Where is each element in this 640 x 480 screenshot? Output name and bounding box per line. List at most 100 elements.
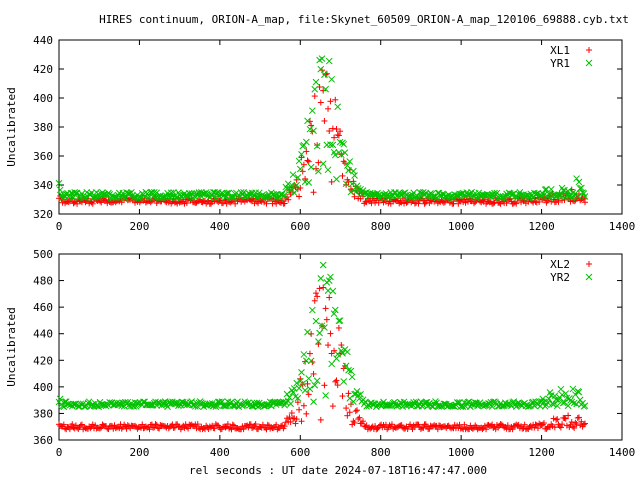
data-point-xl1: [331, 134, 338, 141]
data-point-xl2: [323, 316, 330, 323]
data-point-xl1: [471, 200, 478, 207]
data-point-yr1: [288, 181, 296, 189]
data-point-yr2: [117, 400, 124, 408]
data-point-yr1: [352, 188, 360, 196]
data-point-xl2: [351, 419, 358, 426]
data-point-xl2: [559, 421, 566, 428]
data-point-xl1: [273, 200, 280, 207]
data-point-yr2: [340, 378, 348, 385]
y-tick-label: 400: [33, 92, 53, 105]
data-point-xl2: [322, 305, 329, 312]
data-point-yr1: [124, 190, 132, 197]
data-point-xl1: [296, 193, 303, 200]
data-point-xl2: [353, 407, 360, 414]
data-point-xl2: [332, 378, 339, 385]
data-point-xl2: [66, 426, 73, 433]
data-point-xl2: [317, 416, 324, 423]
data-point-xl2: [504, 422, 511, 429]
data-point-xl2: [97, 425, 104, 432]
y-tick-label: 440: [33, 34, 53, 47]
data-point-xl1: [293, 176, 300, 183]
data-point-yr1: [329, 141, 337, 149]
data-point-xl1: [333, 126, 340, 133]
data-point-xl1: [263, 200, 270, 207]
data-point-xl2: [263, 426, 270, 433]
data-point-yr2: [218, 398, 226, 405]
data-point-xl2: [314, 293, 321, 300]
data-point-yr1: [300, 141, 308, 149]
data-point-yr1: [302, 138, 310, 146]
data-point-xl2: [69, 421, 76, 428]
data-point-yr1: [321, 71, 328, 79]
x-tick-label: 800: [371, 446, 391, 459]
data-point-yr1: [307, 163, 315, 171]
data-point-yr2: [347, 367, 355, 375]
data-point-xl1: [88, 199, 95, 206]
data-point-yr1: [310, 127, 317, 135]
data-point-xl1: [220, 200, 227, 207]
bottom-y-axis-label: Uncalibrated: [5, 307, 18, 386]
data-point-yr1: [348, 180, 356, 188]
data-point-xl2: [298, 418, 305, 425]
data-point-xl2: [171, 424, 178, 431]
data-point-yr1: [305, 179, 313, 186]
data-point-yr2: [558, 391, 566, 399]
data-point-xl2: [229, 421, 236, 428]
data-point-xl2: [575, 414, 582, 421]
data-point-yr1: [334, 103, 342, 111]
data-point-yr2: [345, 366, 352, 374]
data-point-yr2: [70, 400, 77, 408]
x-tick-label: 0: [56, 446, 63, 459]
data-point-xl1: [332, 96, 339, 103]
y-tick-label: 360: [33, 434, 53, 447]
data-point-yr1: [429, 193, 437, 200]
x-tick-label: 400: [210, 446, 230, 459]
data-point-yr2: [311, 381, 319, 389]
data-point-yr1: [296, 165, 304, 173]
data-point-xl2: [300, 402, 307, 409]
data-point-yr2: [317, 274, 325, 282]
data-point-yr2: [307, 357, 315, 365]
data-point-xl2: [327, 330, 334, 337]
data-point-yr2: [301, 387, 309, 394]
data-point-yr2: [283, 390, 291, 398]
data-point-yr1: [322, 85, 329, 93]
x-tick-label: 200: [129, 446, 149, 459]
legend-marker-yr1: [585, 59, 593, 67]
data-point-yr2: [576, 396, 584, 404]
data-point-yr1: [306, 125, 314, 133]
x-tick-label: 0: [56, 220, 63, 233]
data-point-xl2: [572, 419, 579, 426]
data-point-yr1: [581, 193, 589, 200]
data-point-yr1: [574, 192, 582, 200]
data-point-yr1: [311, 85, 319, 93]
data-point-xl1: [89, 200, 96, 207]
data-point-yr1: [304, 117, 311, 125]
data-point-xl2: [483, 426, 490, 433]
x-tick-label: 1400: [609, 446, 636, 459]
data-point-xl2: [321, 382, 328, 389]
data-point-yr1: [315, 167, 322, 175]
data-point-yr2: [60, 403, 68, 411]
data-point-yr1: [295, 157, 303, 165]
data-point-yr2: [328, 360, 336, 368]
data-point-xl1: [285, 196, 292, 203]
data-point-yr2: [310, 398, 317, 406]
data-point-xl2: [557, 424, 564, 431]
data-point-yr1: [573, 175, 580, 182]
data-point-xl2: [250, 424, 257, 431]
data-point-xl1: [298, 154, 305, 161]
data-point-yr2: [440, 400, 448, 408]
data-point-xl2: [331, 347, 338, 354]
data-point-yr2: [357, 390, 364, 398]
data-point-yr1: [433, 194, 440, 202]
data-point-xl1: [310, 189, 317, 196]
data-point-yr1: [391, 189, 398, 196]
data-point-yr2: [286, 394, 293, 401]
data-point-xl2: [343, 405, 350, 412]
data-point-yr2: [229, 402, 237, 410]
data-point-yr1: [557, 191, 565, 199]
x-axis-label: rel seconds : UT date 2024-07-18T16:47:4…: [189, 464, 487, 477]
data-point-xl2: [434, 426, 441, 433]
data-point-yr2: [348, 373, 356, 381]
